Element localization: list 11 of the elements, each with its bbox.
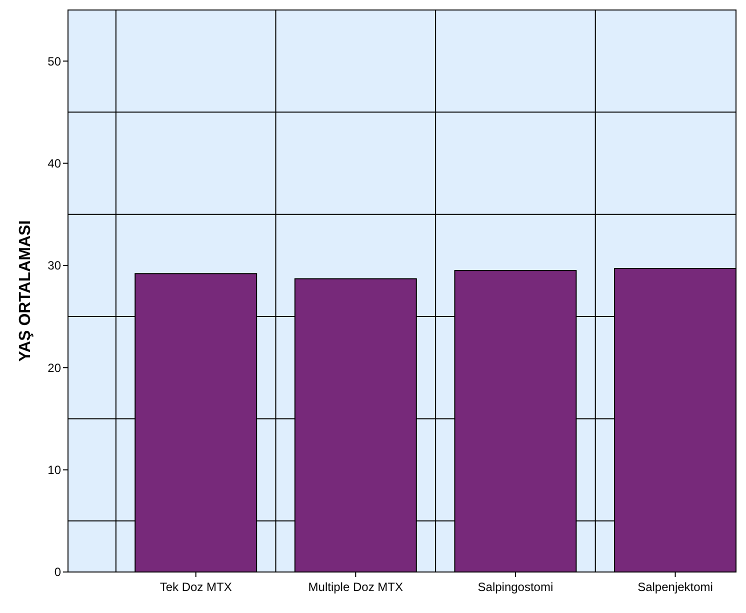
- x-tick-label: Salpenjektomi: [638, 580, 713, 594]
- y-tick-label: 50: [48, 54, 62, 68]
- y-tick-label: 30: [48, 258, 62, 273]
- x-tick-label: Salpingostomi: [478, 580, 554, 594]
- x-tick-label: Tek Doz MTX: [160, 580, 232, 594]
- x-tick-label: Multiple Doz MTX: [308, 580, 403, 594]
- y-tick-label: 40: [48, 156, 62, 170]
- y-tick-label: 0: [54, 565, 62, 580]
- y-axis-title: YAŞ ORTALAMASI: [17, 220, 34, 362]
- y-tick-label: 10: [48, 463, 62, 478]
- y-tick-label: 20: [48, 360, 62, 375]
